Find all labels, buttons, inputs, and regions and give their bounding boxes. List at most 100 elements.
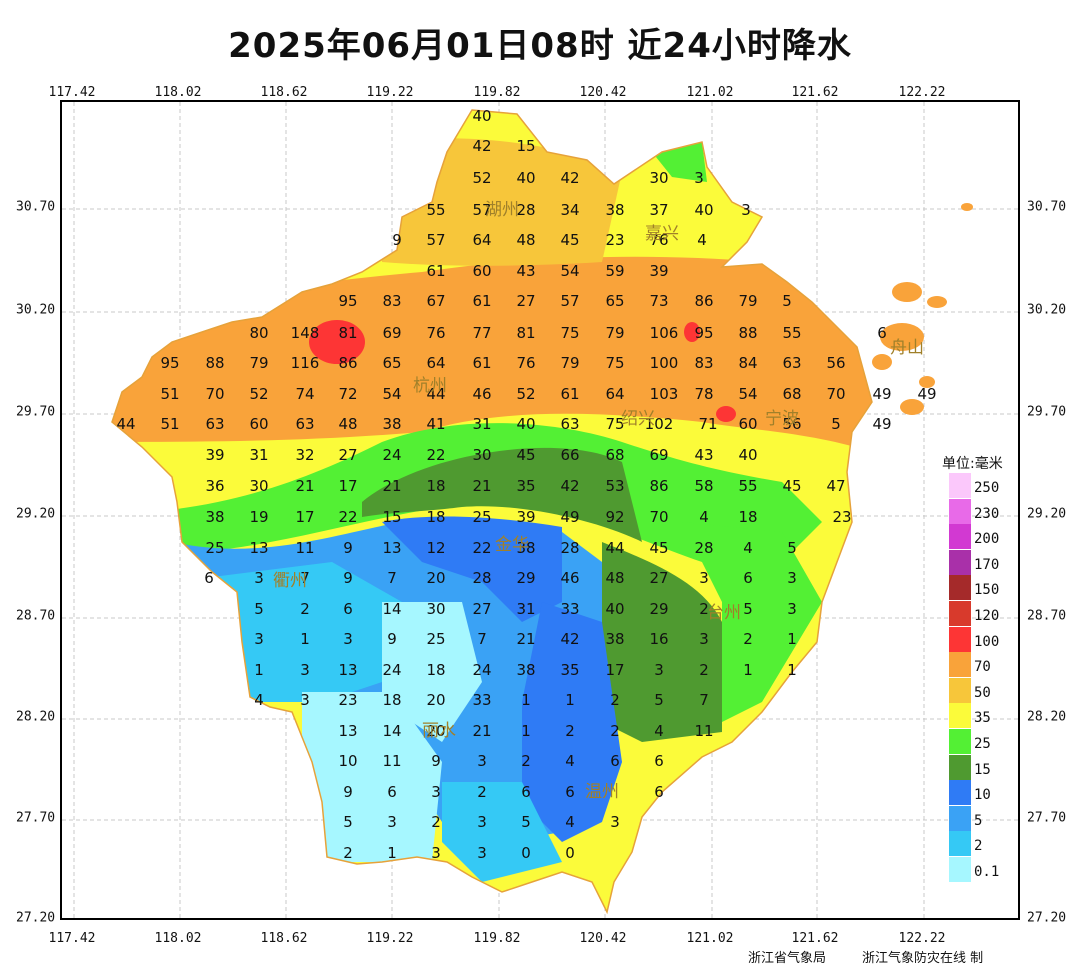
station-value: 53: [605, 477, 624, 495]
legend-label: 70: [974, 659, 991, 676]
legend-title: 单位:毫米: [942, 456, 1003, 472]
station-value: 11: [382, 752, 401, 770]
station-value: 49: [872, 385, 891, 403]
station-value: 54: [738, 385, 757, 403]
station-value: 63: [205, 415, 224, 433]
station-value: 64: [426, 354, 445, 372]
station-value: 1: [254, 661, 264, 679]
station-value: 2: [300, 600, 310, 618]
station-value: 33: [472, 691, 491, 709]
station-value: 21: [472, 477, 491, 495]
legend-label: 50: [974, 684, 991, 701]
x-tick: 119.22: [366, 85, 414, 100]
station-value: 60: [738, 415, 757, 433]
station-value: 76: [426, 324, 445, 342]
legend-label: 5: [974, 812, 983, 829]
station-value: 46: [560, 569, 579, 587]
city-label: 嘉兴: [645, 224, 679, 244]
station-value: 27: [338, 446, 357, 464]
y-tick: 27.70: [16, 810, 56, 826]
station-value: 21: [472, 722, 491, 740]
station-value: 29: [516, 569, 535, 587]
station-value: 18: [382, 691, 401, 709]
station-value: 3: [343, 630, 353, 648]
station-value: 3: [787, 600, 797, 618]
station-value: 48: [516, 231, 535, 249]
station-value: 22: [426, 446, 445, 464]
station-value: 5: [831, 415, 841, 433]
station-value: 3: [610, 813, 620, 831]
legend-swatch: [949, 857, 971, 882]
station-value: 45: [516, 446, 535, 464]
y-tick: 29.70: [16, 404, 56, 420]
station-value: 2: [477, 783, 487, 801]
station-value: 40: [516, 415, 535, 433]
station-value: 95: [160, 354, 179, 372]
station-value: 6: [610, 752, 620, 770]
station-value: 57: [426, 231, 445, 249]
station-value: 40: [472, 107, 491, 125]
station-value: 61: [426, 262, 445, 280]
station-value: 39: [516, 508, 535, 526]
station-value: 2: [521, 752, 531, 770]
station-value: 49: [917, 385, 936, 403]
station-value: 4: [565, 813, 575, 831]
station-value: 64: [472, 231, 491, 249]
station-value: 57: [472, 201, 491, 219]
legend-swatch: [949, 626, 971, 652]
y-tick: 30.70: [16, 199, 56, 215]
station-value: 66: [560, 446, 579, 464]
station-value: 24: [472, 661, 491, 679]
station-value: 27: [472, 600, 491, 618]
station-value: 41: [426, 415, 445, 433]
city-label: 湖州: [485, 200, 519, 220]
station-value: 56: [782, 415, 801, 433]
legend-swatch: [949, 498, 971, 524]
station-value: 38: [605, 201, 624, 219]
station-value: 88: [738, 324, 757, 342]
station-value: 70: [205, 385, 224, 403]
x-tick: 121.02: [686, 85, 734, 100]
station-value: 4: [743, 539, 753, 557]
province-border: [111, 109, 873, 915]
x-tick: 117.42: [48, 85, 96, 100]
station-value: 60: [249, 415, 268, 433]
station-value: 61: [472, 354, 491, 372]
station-value: 77: [472, 324, 491, 342]
legend-label: 170: [974, 556, 1000, 573]
station-value: 63: [560, 415, 579, 433]
legend-label: 200: [974, 531, 1000, 548]
station-value: 54: [382, 385, 401, 403]
station-value: 6: [521, 783, 531, 801]
station-value: 14: [382, 600, 401, 618]
legend-swatch: [949, 652, 971, 678]
y-tick: 29.20: [1027, 506, 1067, 522]
station-value: 1: [787, 661, 797, 679]
station-value: 38: [605, 630, 624, 648]
y-tick: 28.70: [1027, 608, 1067, 624]
station-value: 3: [694, 169, 704, 187]
station-value: 60: [472, 262, 491, 280]
station-value: 4: [654, 722, 664, 740]
y-tick: 28.20: [1027, 709, 1067, 725]
station-value: 3: [654, 661, 664, 679]
station-value: 2: [699, 600, 709, 618]
station-value: 86: [338, 354, 357, 372]
station-value: 2: [565, 722, 575, 740]
station-value: 9: [392, 231, 402, 249]
station-value: 1: [787, 630, 797, 648]
station-value: 68: [782, 385, 801, 403]
legend-swatch: [949, 703, 971, 729]
y-tick: 28.20: [16, 709, 56, 725]
y-tick: 28.70: [16, 608, 56, 624]
y-tick: 27.20: [16, 910, 56, 926]
station-value: 29: [649, 600, 668, 618]
station-value: 5: [782, 292, 792, 310]
station-value: 52: [472, 169, 491, 187]
station-value: 46: [472, 385, 491, 403]
legend-swatch: [949, 473, 971, 498]
station-value: 3: [477, 813, 487, 831]
x-tick: 119.82: [473, 85, 521, 100]
station-value: 69: [649, 446, 668, 464]
